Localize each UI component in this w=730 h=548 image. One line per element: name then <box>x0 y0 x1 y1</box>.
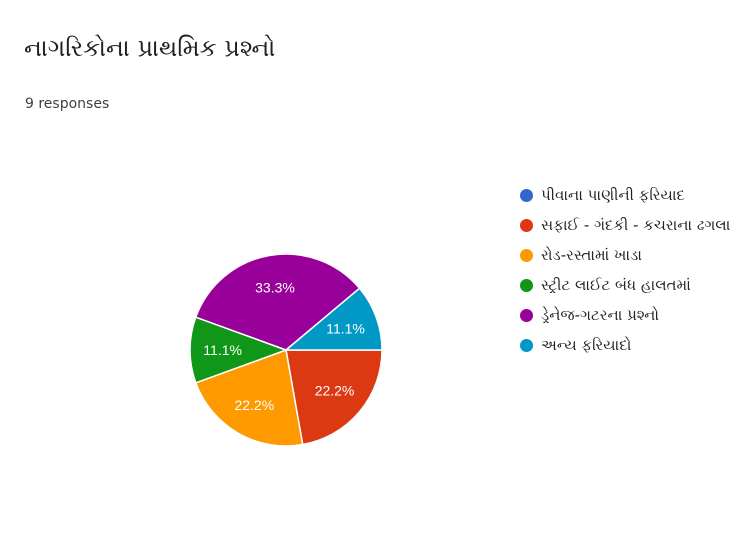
legend-item-2[interactable]: સફાઈ - ગંદકી - કચરાના ઢગલા <box>520 210 730 240</box>
slice-label-6: 11.1% <box>326 320 365 336</box>
chart-title: નાગરિકોના પ્રાથમિક પ્રશ્નો <box>24 34 276 62</box>
legend-item-3[interactable]: રોડ-રસ્તામાં ખાડા <box>520 240 730 270</box>
legend-swatch-1 <box>520 188 533 202</box>
slice-label-2: 22.2% <box>315 383 355 399</box>
legend-label-3: રોડ-રસ્તામાં ખાડા <box>541 246 642 264</box>
legend-label-2: સફાઈ - ગંદકી - કચરાના ઢગલા <box>541 216 730 234</box>
legend-item-1[interactable]: પીવાના પાણીની ફરિયાદ <box>520 180 730 210</box>
legend-item-5[interactable]: ડ્રેનેજ-ગટરના પ્રશ્નો <box>520 300 730 330</box>
slice-label-3: 22.2% <box>234 397 274 413</box>
slice-label-5: 33.3% <box>255 280 295 296</box>
pie-slice-6[interactable] <box>283 287 383 351</box>
response-count: 9 responses <box>25 96 110 112</box>
legend-swatch-5 <box>520 308 533 322</box>
chart-legend: પીવાના પાણીની ફરિયાદ સફાઈ - ગંદકી - કચરાન… <box>520 180 730 360</box>
legend-item-6[interactable]: અન્ય ફરિયાદો <box>520 330 730 360</box>
pie-slice-5[interactable] <box>194 253 361 351</box>
legend-label-5: ડ્રેનેજ-ગટરના પ્રશ્નો <box>541 306 660 324</box>
slice-label-4: 11.1% <box>203 342 242 358</box>
pie-slice-3[interactable] <box>194 348 304 447</box>
legend-swatch-6 <box>520 338 533 352</box>
legend-label-6: અન્ય ફરિયાદો <box>541 336 632 354</box>
pie-slice-4[interactable] <box>189 316 289 384</box>
legend-swatch-4 <box>520 278 533 292</box>
pie-slice-2[interactable] <box>285 349 383 446</box>
legend-item-4[interactable]: સ્ટ્રીટ લાઈટ બંધ હાલતમાં <box>520 270 730 300</box>
legend-label-1: પીવાના પાણીની ફરિયાદ <box>541 186 685 204</box>
legend-swatch-2 <box>520 218 533 232</box>
legend-swatch-3 <box>520 248 533 262</box>
legend-label-4: સ્ટ્રીટ લાઈટ બંધ હાલતમાં <box>541 276 691 294</box>
